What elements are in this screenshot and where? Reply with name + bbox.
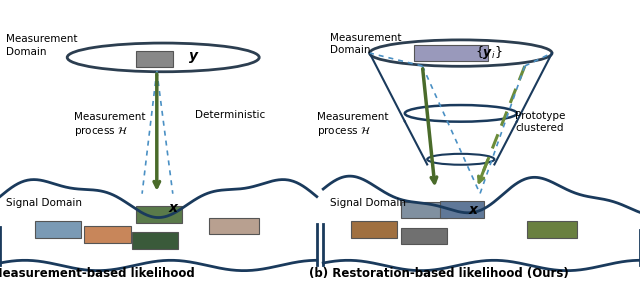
Text: $\boldsymbol{y}$: $\boldsymbol{y}$ — [188, 50, 199, 65]
FancyBboxPatch shape — [209, 218, 259, 234]
FancyBboxPatch shape — [440, 201, 484, 218]
Text: Deterministic: Deterministic — [195, 110, 266, 120]
Text: $\boldsymbol{x}$: $\boldsymbol{x}$ — [468, 203, 481, 217]
FancyBboxPatch shape — [84, 226, 131, 243]
FancyBboxPatch shape — [132, 232, 178, 249]
FancyBboxPatch shape — [136, 51, 173, 67]
Text: $\{\boldsymbol{y}_i\}$: $\{\boldsymbol{y}_i\}$ — [475, 44, 502, 61]
FancyBboxPatch shape — [527, 221, 577, 238]
FancyBboxPatch shape — [401, 202, 447, 218]
Text: $\boldsymbol{x}$: $\boldsymbol{x}$ — [168, 201, 180, 215]
Text: Prototype
clustered: Prototype clustered — [515, 111, 566, 133]
FancyBboxPatch shape — [351, 221, 397, 238]
FancyBboxPatch shape — [401, 228, 447, 244]
Text: Measurement
Domain: Measurement Domain — [330, 33, 401, 55]
Text: Signal Domain: Signal Domain — [330, 198, 406, 208]
Text: Signal Domain: Signal Domain — [6, 198, 83, 208]
Text: (b) Restoration-based likelihood (Ours): (b) Restoration-based likelihood (Ours) — [308, 267, 568, 280]
FancyBboxPatch shape — [415, 45, 488, 61]
Text: (a) Measurement-based likelihood: (a) Measurement-based likelihood — [0, 267, 195, 280]
Text: Measurement
process $\mathcal{H}$: Measurement process $\mathcal{H}$ — [74, 112, 145, 138]
Text: Measurement
Domain: Measurement Domain — [6, 34, 78, 57]
Text: Measurement
process $\mathcal{H}$: Measurement process $\mathcal{H}$ — [317, 112, 388, 138]
FancyBboxPatch shape — [35, 221, 81, 238]
FancyBboxPatch shape — [136, 206, 182, 223]
